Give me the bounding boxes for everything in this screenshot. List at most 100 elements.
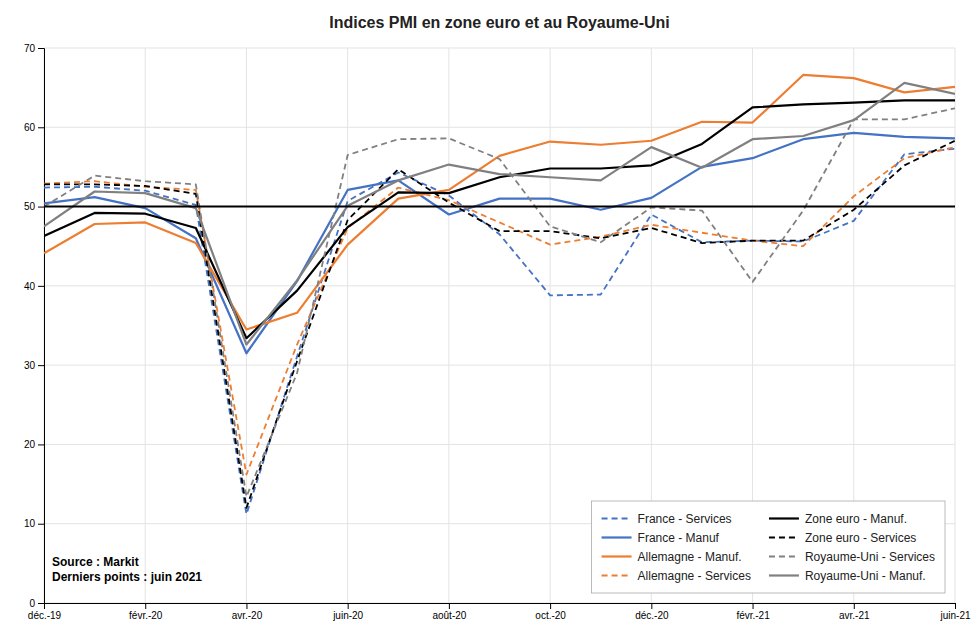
y-tick-label: 30 xyxy=(24,360,36,371)
legend-item: Royaume-Uni - Manuf. xyxy=(769,569,926,583)
x-tick-label: avr.-20 xyxy=(232,610,263,621)
series-line xyxy=(44,133,955,353)
x-tick: août-20 xyxy=(432,603,466,621)
series-line xyxy=(44,83,955,345)
legend-swatch xyxy=(602,555,632,557)
annotation: Source : MarkitDerniers points : juin 20… xyxy=(52,555,202,584)
legend-item: Zone euro - Services xyxy=(769,531,916,545)
axis-domain xyxy=(45,604,956,610)
legend-item: Allemagne - Manuf. xyxy=(602,550,742,564)
y-tick: 50 xyxy=(24,201,44,212)
x-tick-label: juin-21 xyxy=(939,610,970,621)
legend-swatch xyxy=(769,517,799,519)
reference-line xyxy=(44,206,955,208)
legend-swatch xyxy=(769,537,799,539)
legend-swatch xyxy=(769,556,799,558)
x-tick-mark xyxy=(550,603,551,609)
x-tick-mark xyxy=(854,603,855,609)
plot: déc.-19 févr.-20 avr.-20 juin-20 août-20 oct.… xyxy=(24,43,971,621)
x-tick-label: oct.-20 xyxy=(535,610,566,621)
x-tick: avr.-21 xyxy=(839,603,870,621)
y-tick-mark xyxy=(38,603,44,604)
grid-line xyxy=(44,444,955,445)
series-line xyxy=(44,147,955,474)
y-tick: 30 xyxy=(24,360,44,371)
series-line xyxy=(44,141,955,508)
marks xyxy=(44,75,955,514)
x-tick-label: févr.-21 xyxy=(736,610,770,621)
legend-item: Zone euro - Manuf. xyxy=(769,512,907,526)
legend-label: Royaume-Uni - Manuf. xyxy=(805,569,926,583)
legend-label: Zone euro - Manuf. xyxy=(805,512,907,526)
x-tick-mark xyxy=(145,603,146,609)
y-tick-mark xyxy=(38,286,44,287)
legend-swatch xyxy=(769,574,799,576)
grid-line xyxy=(44,127,955,128)
x-tick: févr.-20 xyxy=(129,603,163,621)
x-tick: déc.-20 xyxy=(635,603,669,621)
grid xyxy=(44,48,955,603)
x-tick-label: août-20 xyxy=(432,610,466,621)
legend-label: Zone euro - Services xyxy=(805,531,916,545)
legend-box xyxy=(592,501,945,593)
legend-label: France - Manuf xyxy=(638,531,720,545)
annotation-text: Derniers points : juin 2021 xyxy=(52,570,202,584)
y-tick: 60 xyxy=(24,122,44,133)
series-line xyxy=(44,108,955,497)
y-tick-mark xyxy=(38,365,44,366)
y-tick-label: 60 xyxy=(24,122,36,133)
x-tick-label: févr.-20 xyxy=(129,610,163,621)
legend-label: Allemagne - Services xyxy=(638,569,751,583)
x-tick-mark xyxy=(753,603,754,609)
x-tick-label: avr.-21 xyxy=(839,610,870,621)
grid-line xyxy=(44,365,955,366)
grid-line xyxy=(448,48,449,603)
chart: Indices PMI en zone euro et au Royaume-U… xyxy=(0,0,977,639)
x-tick-mark xyxy=(651,603,652,609)
x-tick: févr.-21 xyxy=(736,603,770,621)
legend-label: Allemagne - Manuf. xyxy=(638,550,742,564)
grid-line xyxy=(347,48,348,603)
x-axis: déc.-19 févr.-20 avr.-20 juin-20 août-20 oct.… xyxy=(28,603,971,621)
x-tick: avr.-20 xyxy=(232,603,263,621)
x-tick: oct.-20 xyxy=(535,603,566,621)
grid-line xyxy=(44,48,955,49)
legend-item: France - Manuf xyxy=(602,531,720,545)
grid-line xyxy=(955,48,956,603)
y-tick-label: 20 xyxy=(24,439,36,450)
x-tick-label: déc.-19 xyxy=(28,610,62,621)
y-tick-mark xyxy=(38,207,44,208)
title: Indices PMI en zone euro et au Royaume-U… xyxy=(329,14,670,31)
legend-swatch xyxy=(602,518,632,520)
x-tick-label: juin-20 xyxy=(332,610,363,621)
y-tick: 0 xyxy=(29,598,44,609)
x-tick-mark xyxy=(246,603,247,609)
y-tick: 70 xyxy=(24,43,44,54)
x-tick: juin-21 xyxy=(939,603,970,621)
legend-label: France - Services xyxy=(638,512,732,526)
y-tick: 40 xyxy=(24,281,44,292)
y-tick: 10 xyxy=(24,518,44,529)
axis-domain xyxy=(38,49,45,604)
x-tick-mark xyxy=(449,603,450,609)
legend-item: Royaume-Uni - Services xyxy=(769,550,935,564)
legend-label: Royaume-Uni - Services xyxy=(805,550,935,564)
legend-item: France - Services xyxy=(602,512,732,526)
legend-item: Allemagne - Services xyxy=(602,569,751,583)
x-tick-mark xyxy=(348,603,349,609)
series-line xyxy=(44,75,955,330)
y-tick-label: 70 xyxy=(24,43,36,54)
y-tick-label: 0 xyxy=(29,598,35,609)
y-tick-mark xyxy=(38,127,44,128)
grid-line xyxy=(44,285,955,286)
x-tick: juin-20 xyxy=(332,603,363,621)
y-tick-label: 10 xyxy=(24,518,36,529)
y-tick-label: 40 xyxy=(24,281,36,292)
grid-line xyxy=(550,48,551,603)
x-tick-mark xyxy=(955,603,956,609)
y-tick-mark xyxy=(38,444,44,445)
grid-line xyxy=(246,48,247,603)
annotation-text: Source : Markit xyxy=(52,555,139,569)
y-tick: 20 xyxy=(24,439,44,450)
legend-swatch xyxy=(602,575,632,577)
